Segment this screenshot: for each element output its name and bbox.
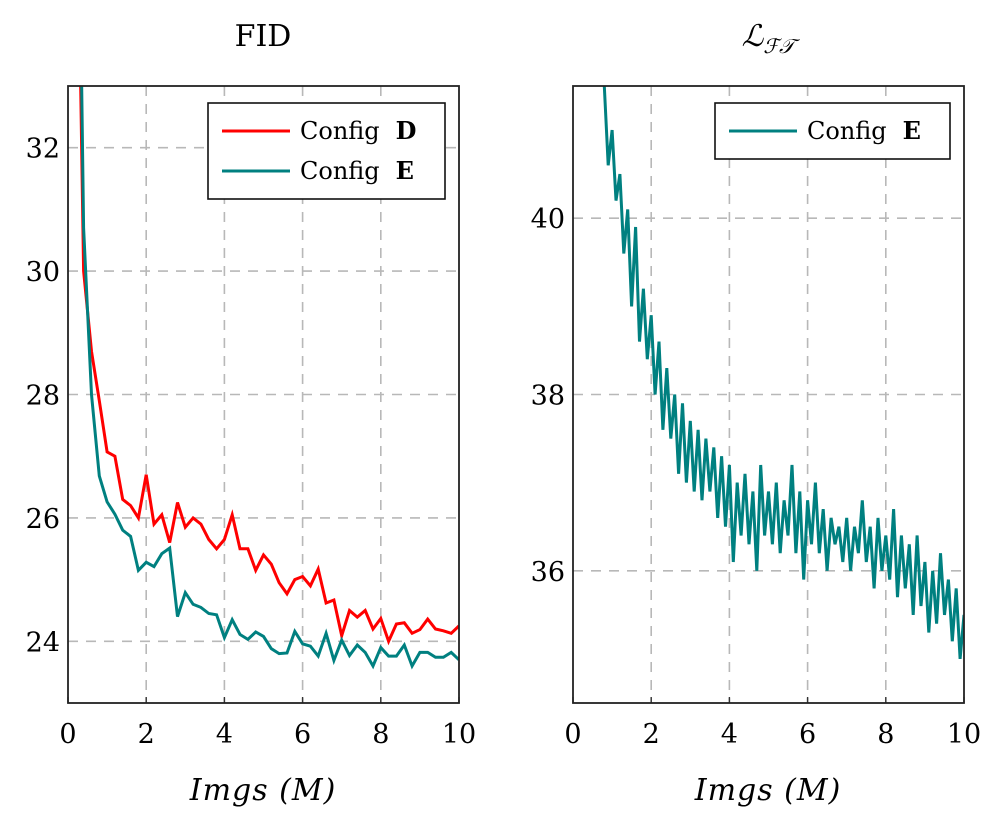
y-tick-label: 38	[531, 381, 565, 412]
x-tick-label: 4	[721, 719, 738, 750]
x-tick-label: 2	[138, 719, 155, 750]
y-tick-label: 28	[26, 381, 60, 412]
lft-chart: ℒℱ𝒯 Imgs (M) 0 2 4 6 8 10 36 38 40 Config E	[531, 19, 982, 808]
x-tick-label: 8	[877, 719, 894, 750]
legend-label-text: Config	[300, 157, 387, 185]
legend-box	[207, 102, 446, 200]
legend-label-bold: D	[387, 116, 416, 145]
legend-box	[714, 102, 951, 160]
series-line-e	[80, 86, 459, 670]
y-tick-label: 36	[531, 557, 565, 588]
legend-label: Config E	[807, 116, 921, 145]
title-main: ℒ	[742, 19, 765, 54]
legend-label-text: Config	[807, 117, 894, 145]
y-tick-label: 24	[26, 627, 60, 658]
x-tick-label: 4	[216, 719, 233, 750]
series-line-d	[79, 86, 459, 646]
x-axis-label: Imgs (M)	[189, 773, 337, 808]
plot-frame	[67, 85, 460, 704]
legend: Config E	[714, 102, 951, 160]
legend-label: Config D	[300, 116, 416, 145]
x-tick-label: 0	[59, 719, 76, 750]
y-tick-label: 30	[26, 257, 60, 288]
x-tick-label: 6	[799, 719, 816, 750]
title-subscript: ℱ𝒯	[763, 34, 801, 58]
x-tick-label: 2	[643, 719, 660, 750]
plot-frame	[572, 85, 965, 704]
x-tick-label: 10	[947, 719, 981, 750]
x-tick-label: 8	[372, 719, 389, 750]
x-tick-label: 6	[294, 719, 311, 750]
legend-label-bold: E	[894, 116, 921, 145]
y-tick-label: 26	[26, 504, 60, 535]
chart-title: ℒℱ𝒯	[742, 19, 801, 58]
y-tick-label: 32	[26, 134, 60, 165]
legend-label-text: Config	[300, 117, 387, 145]
y-tick-label: 40	[531, 204, 565, 235]
series-line-e	[602, 86, 964, 660]
x-tick-label: 0	[564, 719, 581, 750]
x-tick-label: 10	[442, 719, 476, 750]
chart-title: FID	[235, 19, 292, 54]
legend-label: Config E	[300, 156, 414, 185]
x-axis-label: Imgs (M)	[694, 773, 842, 808]
legend-label-bold: E	[387, 156, 414, 185]
